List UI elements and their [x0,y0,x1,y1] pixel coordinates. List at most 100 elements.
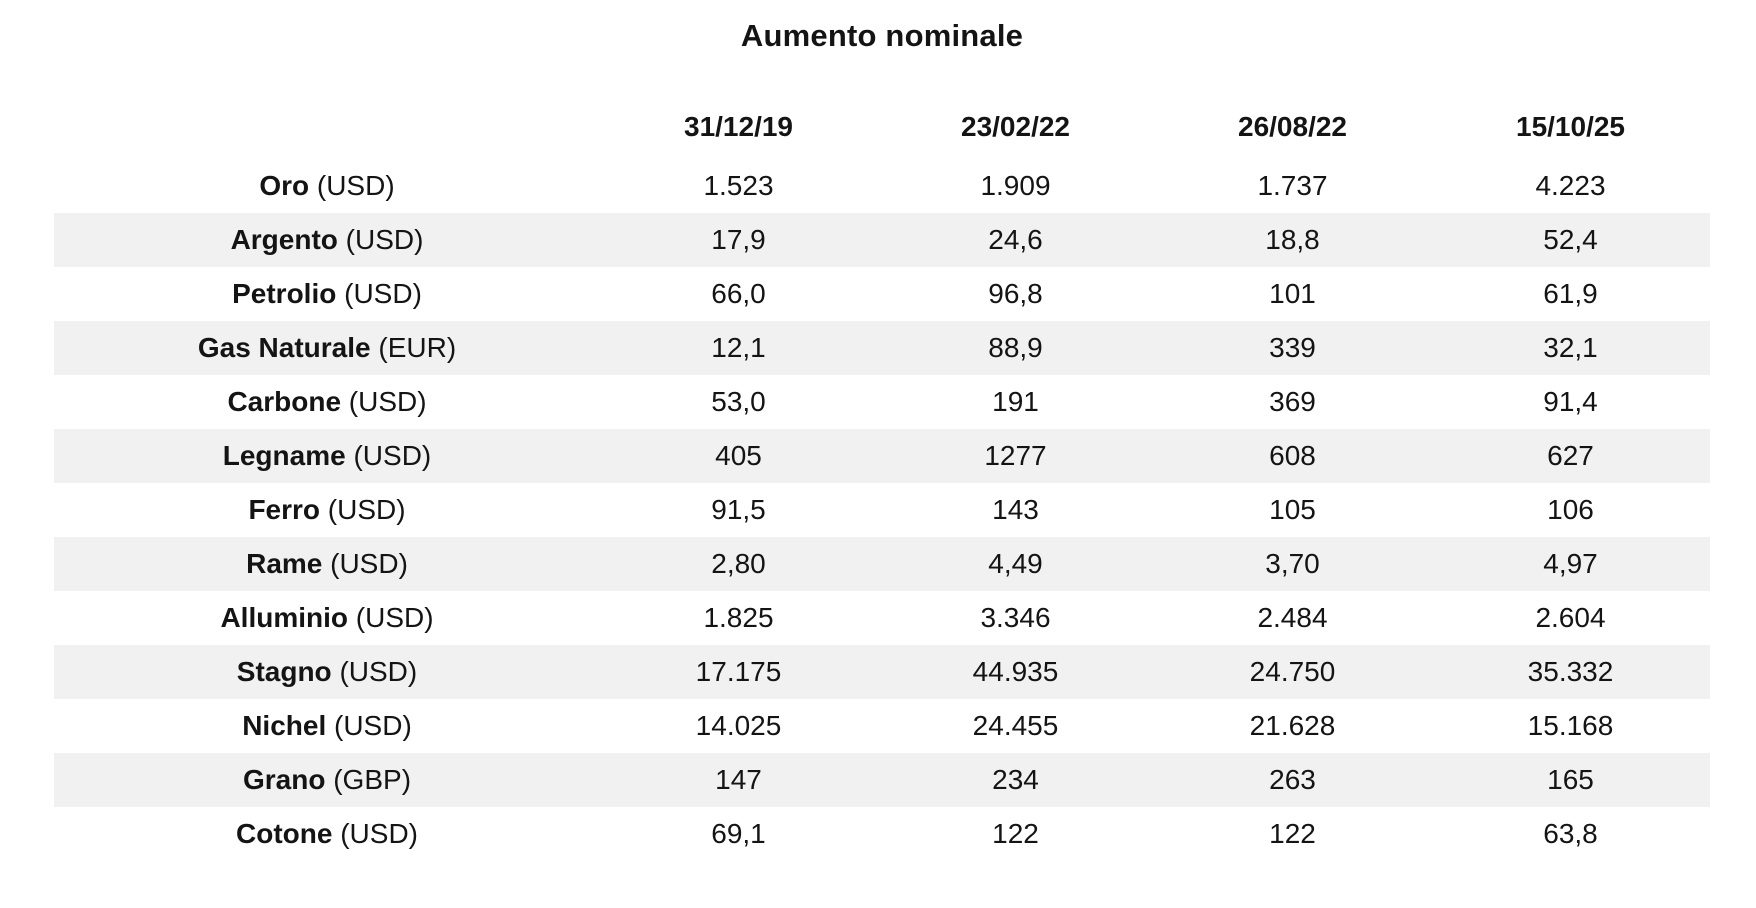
row-label: Carbone (USD) [54,375,600,429]
value-cell: 66,0 [711,278,766,309]
value-cell: 17,9 [711,224,766,255]
table-row: Ferro (USD) 91,5 143 105 106 [54,483,1710,537]
currency-label: (USD) [345,440,432,471]
commodity-name: Rame [246,548,323,579]
value-cell: 17.175 [695,656,782,687]
value-cell: 18,8 [1265,224,1320,255]
value-cell: 106 [1547,494,1594,525]
value-cell: 44.935 [972,656,1059,687]
row-label: Cotone (USD) [54,807,600,861]
currency-label: (USD) [336,278,422,309]
row-label: Legname (USD) [54,429,600,483]
commodity-name: Grano [242,764,326,795]
row-label: Alluminio (USD) [54,591,600,645]
table-row: Grano (GBP) 147 234 263 165 [54,753,1710,807]
row-label: Nichel (USD) [54,699,600,753]
commodity-name: Legname [222,440,346,471]
value-cell: 24.455 [972,710,1059,741]
row-label: Argento (USD) [54,213,600,267]
value-cell: 147 [715,764,762,795]
value-cell: 1.909 [980,170,1051,201]
value-cell: 61,9 [1543,278,1598,309]
table-row: Stagno (USD) 17.175 44.935 24.750 35.332 [54,645,1710,699]
value-cell: 608 [1269,440,1316,471]
commodity-name: Petrolio [232,278,337,309]
table-body: Oro (USD) 1.523 1.909 1.737 4.223 Argento (US… [54,159,1710,861]
value-cell: 2,80 [711,548,766,579]
currency-label: (USD) [332,818,418,849]
value-cell: 32,1 [1543,332,1598,363]
value-cell: 143 [992,494,1039,525]
value-cell: 627 [1547,440,1594,471]
currency-label: (GBP) [325,764,412,795]
column-header-date: 26/08/22 [1238,111,1347,142]
value-cell: 3,70 [1265,548,1320,579]
currency-label: (USD) [309,170,395,201]
value-cell: 35.332 [1527,656,1614,687]
value-cell: 2.604 [1535,602,1606,633]
table-row: Alluminio (USD) 1.825 3.346 2.484 2.604 [54,591,1710,645]
commodity-name: Argento [230,224,338,255]
row-label: Oro (USD) [54,159,600,213]
value-cell: 4.223 [1535,170,1606,201]
table-row: Carbone (USD) 53,0 191 369 91,4 [54,375,1710,429]
currency-label: (USD) [322,548,408,579]
value-cell: 24.750 [1249,656,1336,687]
value-cell: 2.484 [1257,602,1328,633]
value-cell: 4,97 [1543,548,1598,579]
table-row: Rame (USD) 2,80 4,49 3,70 4,97 [54,537,1710,591]
value-cell: 24,6 [988,224,1043,255]
commodity-name: Cotone [236,818,333,849]
value-cell: 91,4 [1543,386,1598,417]
currency-label: (USD) [320,494,406,525]
value-cell: 3.346 [980,602,1051,633]
value-cell: 96,8 [988,278,1043,309]
currency-label: (USD) [326,710,412,741]
commodity-name: Stagno [236,656,332,687]
currency-label: (USD) [337,224,424,255]
table-row: Oro (USD) 1.523 1.909 1.737 4.223 [54,159,1710,213]
value-cell: 1.523 [703,170,774,201]
value-cell: 101 [1269,278,1316,309]
value-cell: 165 [1547,764,1594,795]
value-cell: 122 [992,818,1039,849]
row-label: Gas Naturale (EUR) [54,321,600,375]
currency-label: (USD) [341,386,427,417]
value-cell: 405 [715,440,762,471]
commodity-name: Ferro [248,494,321,525]
row-label: Petrolio (USD) [54,267,600,321]
currency-label: (USD) [348,602,434,633]
row-label: Stagno (USD) [54,645,600,699]
row-label: Grano (GBP) [54,753,600,807]
value-cell: 15.168 [1527,710,1614,741]
row-label: Rame (USD) [54,537,600,591]
currency-label: (EUR) [370,332,457,363]
value-cell: 263 [1269,764,1316,795]
value-cell: 21.628 [1249,710,1336,741]
value-cell: 1277 [984,440,1047,471]
column-header-date: 23/02/22 [961,111,1070,142]
value-cell: 191 [992,386,1039,417]
label-column-header [54,95,600,159]
value-cell: 14.025 [695,710,782,741]
row-label: Ferro (USD) [54,483,600,537]
commodity-name: Carbone [227,386,342,417]
value-cell: 69,1 [711,818,766,849]
table-row: Nichel (USD) 14.025 24.455 21.628 15.168 [54,699,1710,753]
commodity-name: Oro [259,170,310,201]
value-cell: 88,9 [988,332,1043,363]
currency-label: (USD) [331,656,418,687]
column-header-date: 31/12/19 [684,111,793,142]
table-row: Gas Naturale (EUR) 12,1 88,9 339 32,1 [54,321,1710,375]
value-cell: 234 [992,764,1039,795]
column-header-date: 15/10/25 [1516,111,1625,142]
value-cell: 52,4 [1543,224,1598,255]
value-cell: 1.737 [1257,170,1328,201]
value-cell: 63,8 [1543,818,1598,849]
table-row: Legname (USD) 405 1277 608 627 [54,429,1710,483]
value-cell: 4,49 [988,548,1043,579]
table-row: Cotone (USD) 69,1 122 122 63,8 [54,807,1710,861]
value-cell: 12,1 [711,332,766,363]
value-cell: 91,5 [711,494,766,525]
